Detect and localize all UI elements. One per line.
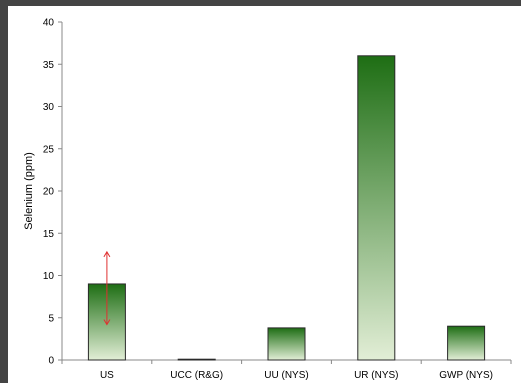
bars <box>87 55 486 361</box>
y-tick-label: 40 <box>43 18 55 29</box>
y-tick-label: 15 <box>43 229 55 240</box>
bar-gwp-nys <box>447 325 486 361</box>
y-ticks: 0 5 10 15 20 25 30 35 40 <box>43 18 62 367</box>
error-bar <box>103 250 111 326</box>
chart-panel: 0 5 10 15 20 25 30 35 40 US UCC (R&G) UU (NYS) UR (… <box>8 6 521 383</box>
y-tick-label: 0 <box>48 356 54 367</box>
bar-ucc-r-g <box>177 358 216 361</box>
x-tick-label: US <box>100 370 114 381</box>
y-tick-label: 25 <box>43 144 55 155</box>
x-tick-label: UU (NYS) <box>264 370 308 381</box>
x-tick-label: UCC (R&G) <box>170 370 223 381</box>
bar-ur-nys <box>357 55 396 361</box>
y-tick-label: 20 <box>43 187 55 198</box>
error-bars <box>103 250 111 326</box>
bar-uu-nys <box>267 327 306 361</box>
y-tick-label: 30 <box>43 102 55 113</box>
x-tick-label: GWP (NYS) <box>439 370 493 381</box>
x-tick-label: UR (NYS) <box>354 370 398 381</box>
y-tick-label: 35 <box>43 60 55 71</box>
y-axis-title: Selenium (ppm) <box>23 152 35 230</box>
axes <box>61 22 512 364</box>
y-tick-label: 10 <box>43 271 55 282</box>
bar-chart: 0 5 10 15 20 25 30 35 40 US UCC (R&G) UU (NYS) UR (… <box>23 18 512 381</box>
x-tick-labels: US UCC (R&G) UU (NYS) UR (NYS) GWP (NYS) <box>100 370 493 381</box>
y-tick-label: 5 <box>48 313 54 324</box>
